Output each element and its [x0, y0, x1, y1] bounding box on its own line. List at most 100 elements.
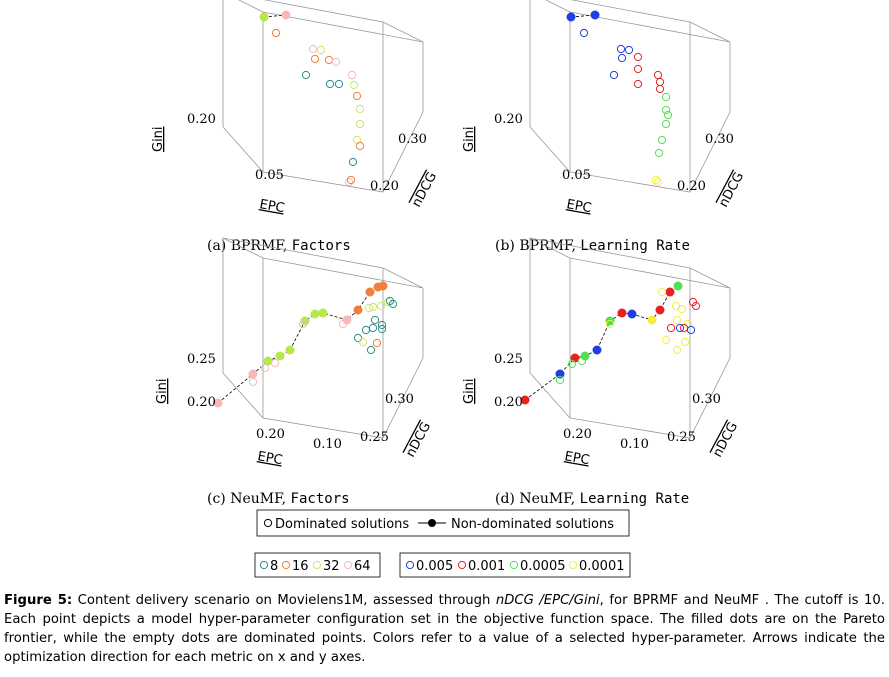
data-point	[661, 105, 671, 115]
epc-tick: 0.05	[562, 168, 591, 183]
pareto-point	[673, 281, 683, 291]
data-point	[653, 177, 663, 187]
data-point	[344, 177, 354, 187]
caption-text-1: Content delivery scenario on Movielens1M…	[72, 593, 496, 608]
data-point	[577, 356, 587, 366]
subplot-b: 0.20 0.05 0.30 0.20 Gini EPC nDCG	[462, 0, 747, 216]
data-point	[653, 70, 663, 80]
figure-label: Figure 5:	[4, 593, 73, 608]
pareto-point	[655, 305, 665, 315]
data-point	[372, 338, 382, 348]
data-point	[270, 358, 280, 368]
data-point	[617, 53, 627, 63]
data-point	[672, 345, 682, 355]
data-point	[368, 302, 378, 312]
legend-lr-item: 0.0001	[579, 559, 625, 574]
data-point	[248, 377, 258, 387]
data-point	[605, 319, 615, 329]
data-point	[377, 324, 387, 334]
epc-axis-label: EPC	[256, 449, 283, 468]
pareto-point	[281, 10, 291, 20]
ndcg-tick: 0.20	[370, 179, 399, 194]
data-point	[654, 148, 664, 158]
epc-axis-label: EPC	[565, 197, 592, 216]
pareto-point	[263, 356, 273, 366]
subplot-d: 0.25 0.20 0.20 0.10 0.30 0.25 Gini EPC n…	[462, 237, 741, 468]
pareto-point	[665, 287, 675, 297]
data-point	[331, 57, 341, 67]
legend-factors: 8 16 32 64	[254, 552, 381, 578]
legend-marker-icon	[343, 560, 353, 570]
data-point	[355, 119, 365, 129]
data-point	[298, 319, 308, 329]
pareto-point	[275, 351, 285, 361]
gini-tick: 0.20	[494, 395, 523, 410]
data-point	[325, 79, 335, 89]
legend-factors-item: 32	[323, 559, 340, 574]
epc-tick: 0.05	[255, 168, 284, 183]
data-point	[355, 141, 365, 151]
subplot-a-points	[259, 10, 365, 187]
legend-marker-icon	[259, 560, 269, 570]
legend-marker-icon	[405, 560, 415, 570]
data-point	[376, 301, 386, 311]
data-point	[310, 54, 320, 64]
data-point	[633, 52, 643, 62]
data-point	[567, 359, 577, 369]
ndcg-tick: 0.30	[692, 392, 721, 407]
data-point	[388, 299, 398, 309]
ndcg-tick: 0.30	[385, 392, 414, 407]
data-point	[355, 104, 365, 114]
epc-tick: 0.10	[313, 437, 342, 452]
data-point	[308, 44, 318, 54]
pareto-point	[378, 281, 388, 291]
legend-marker-icon	[509, 560, 519, 570]
pareto-point	[310, 309, 320, 319]
data-point	[661, 335, 671, 345]
data-point	[680, 337, 690, 347]
data-point	[346, 175, 356, 185]
ndcg-axis-label: nDCG	[409, 170, 440, 210]
caption-metrics: nDCG /EPC/Gini	[495, 593, 600, 608]
data-point	[672, 315, 682, 325]
pareto-point	[342, 315, 352, 325]
pareto-point	[566, 12, 576, 22]
data-point	[352, 91, 362, 101]
pareto-point	[213, 398, 223, 408]
data-point	[579, 28, 589, 38]
gini-tick: 0.20	[494, 112, 523, 127]
legend-marker-icon	[457, 560, 467, 570]
gini-axis-label: Gini	[151, 126, 166, 152]
pareto-point	[353, 305, 363, 315]
data-point	[361, 325, 371, 335]
data-point	[633, 79, 643, 89]
data-point	[338, 319, 348, 329]
data-point	[364, 303, 374, 313]
ndcg-axis-label: nDCG	[710, 420, 741, 460]
subplot-a-caption: (a) BPRMF, Factors	[207, 238, 351, 254]
data-point	[651, 175, 661, 185]
pareto-point	[318, 308, 328, 318]
data-point	[677, 304, 687, 314]
pareto-point	[555, 369, 565, 379]
pareto-point	[248, 369, 258, 379]
ndcg-tick: 0.25	[667, 430, 696, 445]
data-point	[666, 323, 676, 333]
subplot-d-points	[520, 281, 701, 405]
legend-main: Dominated solutions Non-dominated soluti…	[256, 509, 630, 537]
pareto-point	[259, 12, 269, 22]
data-point	[624, 45, 634, 55]
legend-non-dominated: Non-dominated solutions	[451, 517, 614, 532]
gini-axis-label: Gini	[462, 378, 477, 404]
epc-tick: 0.10	[620, 437, 649, 452]
ndcg-tick: 0.25	[360, 430, 389, 445]
data-point	[366, 345, 376, 355]
legend-marker-icon	[312, 560, 322, 570]
data-point	[675, 323, 685, 333]
data-point	[655, 77, 665, 87]
ndcg-tick: 0.20	[677, 179, 706, 194]
figure-canvas: 0.20 0.05 0.30 0.20 Gini EPC nDCG (a) BP…	[151, 0, 747, 578]
legend-lr: 0.005 0.001 0.0005 0.0001	[399, 552, 631, 578]
data-point	[301, 70, 311, 80]
subplot-c: 0.25 0.20 0.20 0.10 0.30 0.25 Gini EPC n…	[155, 237, 434, 468]
